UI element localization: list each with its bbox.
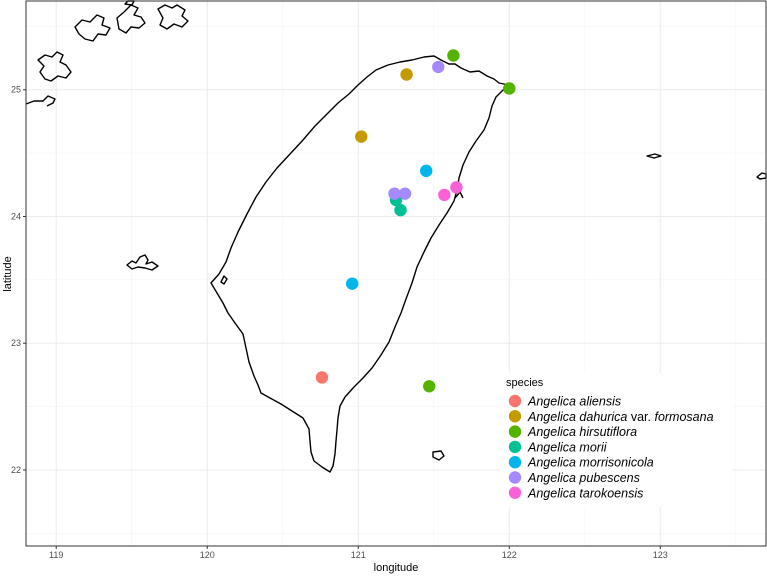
legend-label: Angelica dahurica var. formosana — [527, 410, 714, 424]
legend-key — [508, 410, 522, 423]
y-tick-label: 23 — [11, 338, 21, 348]
occurrence-point — [450, 181, 463, 194]
occurrence-point — [400, 68, 413, 81]
x-tick-label: 122 — [502, 550, 517, 560]
x-tick-label: 120 — [200, 550, 215, 560]
legend-label: Angelica morrisonicola — [527, 456, 654, 470]
yonaguni-island — [646, 153, 662, 159]
occurrence-point — [398, 187, 412, 200]
legend-key — [508, 471, 522, 484]
penghu-islet — [220, 275, 228, 285]
occurrence-point — [388, 187, 401, 200]
y-tick-label: 22 — [11, 465, 21, 475]
fujian-island-c — [116, 4, 146, 34]
x-tick-label: 119 — [49, 550, 63, 560]
legend-key — [508, 456, 522, 469]
y-axis-title: latitude — [2, 256, 14, 291]
occurrence-points — [315, 49, 516, 393]
legend-label: Angelica aliensis — [527, 395, 621, 409]
y-tick-label: 25 — [11, 85, 21, 95]
occurrence-point — [346, 277, 359, 290]
legend-label: Angelica pubescens — [527, 471, 640, 485]
occurrence-point — [447, 49, 460, 62]
occurrence-point — [315, 371, 329, 384]
legend-key — [508, 486, 522, 499]
legend-key — [508, 425, 522, 438]
legend-title: species — [506, 377, 544, 389]
occurrence-point — [355, 130, 368, 143]
fujian-island-a — [37, 51, 72, 82]
fujian-island-b — [74, 14, 111, 42]
fujian-island-e — [157, 4, 189, 30]
x-axis-title: longitude — [374, 562, 419, 574]
mainland-coast-fragment — [25, 95, 56, 107]
occurrence-point — [438, 188, 451, 202]
grid-lines — [26, 1, 766, 546]
occurrence-point — [394, 203, 407, 217]
penghu-islands — [126, 254, 159, 271]
axes: 119 120 121 122 123 22 23 24 25 — [11, 85, 668, 560]
occurrence-point — [423, 380, 436, 393]
legend-key — [508, 394, 522, 408]
occurrence-point — [503, 82, 516, 95]
x-tick-label: 121 — [351, 550, 366, 560]
legend-key — [508, 440, 522, 454]
green-island — [432, 450, 445, 461]
legend-label: Angelica morii — [527, 440, 608, 454]
occurrence-point — [432, 60, 445, 74]
legend-label: Angelica hirsutiflora — [527, 425, 637, 439]
legend-label: Angelica tarokoensis — [527, 486, 643, 500]
panel-border — [25, 0, 767, 547]
x-tick-label: 123 — [653, 550, 668, 560]
occurrence-point — [420, 164, 433, 178]
y-tick-label: 24 — [11, 211, 21, 221]
legend-background — [500, 373, 732, 507]
